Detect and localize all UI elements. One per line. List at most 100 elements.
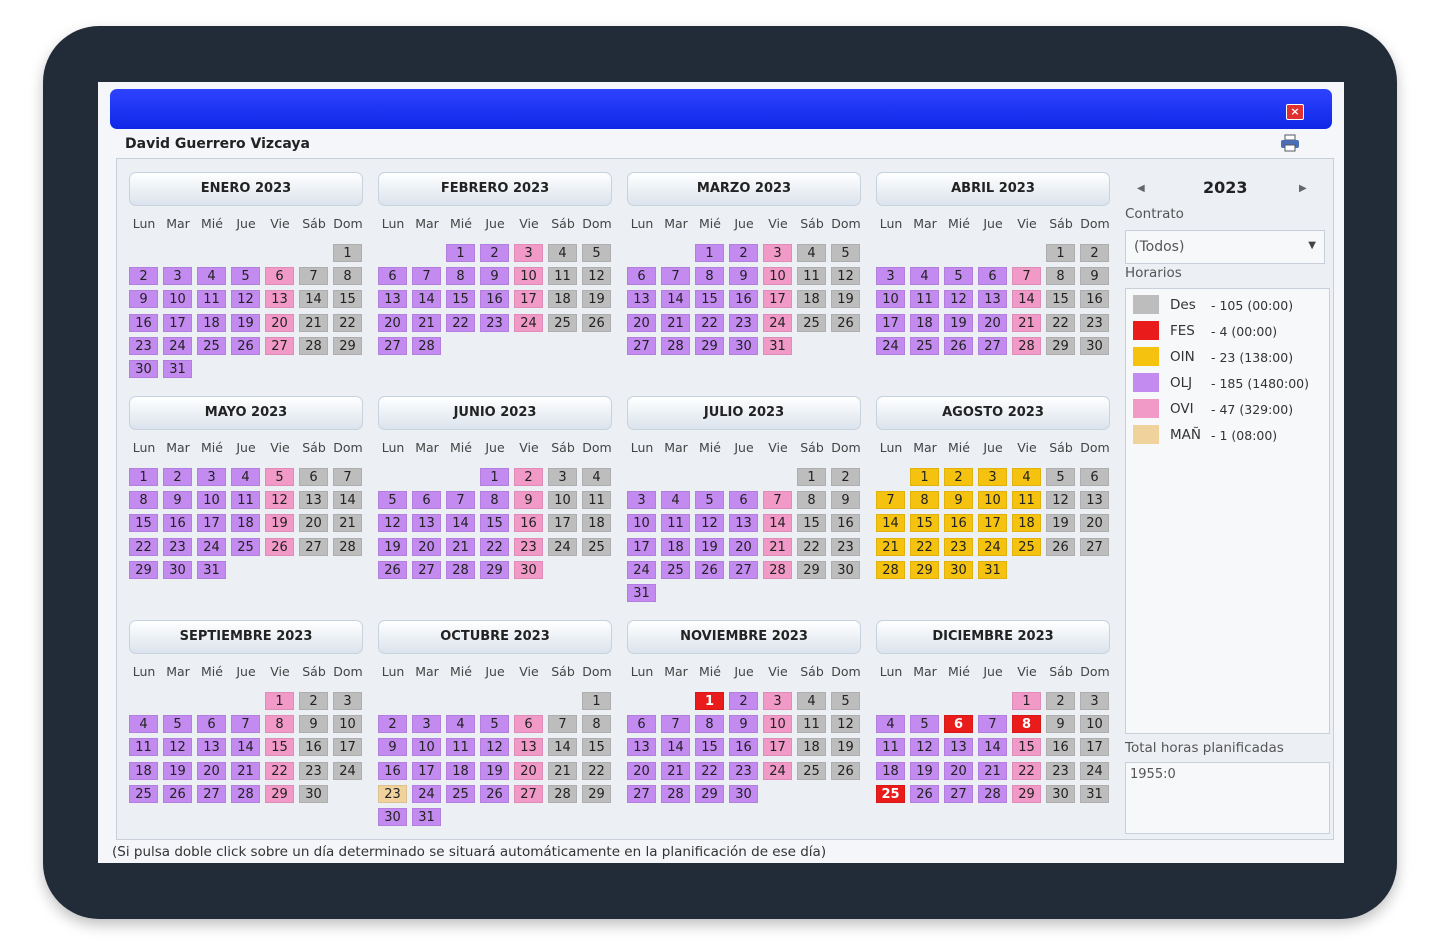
day-cell[interactable]: 16 (1080, 290, 1109, 309)
day-cell[interactable]: 16 (378, 761, 407, 780)
day-cell[interactable]: 26 (831, 761, 860, 780)
day-cell[interactable]: 30 (1046, 784, 1075, 803)
day-cell[interactable]: 4 (129, 715, 158, 734)
day-cell[interactable]: 23 (1080, 313, 1109, 332)
day-cell[interactable]: 8 (265, 715, 294, 734)
day-cell[interactable]: 5 (910, 715, 939, 734)
day-cell[interactable]: 4 (197, 267, 226, 286)
day-cell[interactable]: 23 (299, 761, 328, 780)
day-cell[interactable]: 15 (333, 290, 362, 309)
day-cell[interactable]: 25 (231, 537, 260, 556)
day-cell[interactable]: 4 (797, 692, 826, 710)
day-cell[interactable]: 28 (661, 784, 690, 803)
day-cell[interactable]: 9 (163, 491, 192, 510)
day-cell[interactable]: 2 (514, 468, 543, 486)
day-cell[interactable]: 27 (944, 784, 973, 803)
day-cell[interactable]: 29 (1046, 336, 1075, 355)
day-cell[interactable]: 10 (412, 738, 441, 757)
day-cell[interactable]: 28 (876, 560, 905, 579)
day-cell[interactable]: 22 (480, 537, 509, 556)
day-cell[interactable]: 5 (1046, 468, 1075, 486)
day-cell[interactable]: 13 (978, 290, 1007, 309)
day-cell[interactable]: 28 (333, 537, 362, 556)
day-cell[interactable]: 6 (627, 267, 656, 286)
day-cell[interactable]: 13 (265, 290, 294, 309)
day-cell[interactable]: 25 (582, 537, 611, 556)
day-cell[interactable]: 22 (129, 537, 158, 556)
day-cell[interactable]: 24 (627, 560, 656, 579)
day-cell[interactable]: 9 (514, 491, 543, 510)
day-cell[interactable]: 20 (1080, 514, 1109, 533)
day-cell[interactable]: 11 (661, 514, 690, 533)
day-cell[interactable]: 26 (480, 784, 509, 803)
day-cell[interactable]: 26 (231, 336, 260, 355)
day-cell[interactable]: 9 (1080, 267, 1109, 286)
day-cell[interactable]: 18 (548, 290, 577, 309)
day-cell[interactable]: 22 (695, 761, 724, 780)
day-cell[interactable]: 31 (197, 560, 226, 579)
day-cell[interactable]: 27 (378, 336, 407, 355)
day-cell[interactable]: 26 (695, 560, 724, 579)
day-cell[interactable]: 31 (763, 336, 792, 355)
day-cell[interactable]: 17 (412, 761, 441, 780)
day-cell[interactable]: 24 (978, 537, 1007, 556)
day-cell[interactable]: 29 (480, 560, 509, 579)
day-cell[interactable]: 12 (163, 738, 192, 757)
day-cell[interactable]: 9 (729, 267, 758, 286)
day-cell[interactable]: 24 (763, 761, 792, 780)
day-cell[interactable]: 22 (265, 761, 294, 780)
day-cell[interactable]: 10 (627, 514, 656, 533)
day-cell[interactable]: 18 (446, 761, 475, 780)
day-cell[interactable]: 27 (299, 537, 328, 556)
day-cell[interactable]: 8 (333, 267, 362, 286)
day-cell[interactable]: 21 (1012, 313, 1041, 332)
day-cell[interactable]: 13 (944, 738, 973, 757)
day-cell[interactable]: 21 (412, 313, 441, 332)
day-cell[interactable]: 15 (265, 738, 294, 757)
day-cell[interactable]: 2 (129, 267, 158, 286)
day-cell[interactable]: 6 (265, 267, 294, 286)
day-cell[interactable]: 8 (797, 491, 826, 510)
day-cell[interactable]: 24 (763, 313, 792, 332)
day-cell[interactable]: 1 (129, 468, 158, 486)
day-cell[interactable]: 14 (661, 290, 690, 309)
day-cell[interactable]: 16 (163, 514, 192, 533)
day-cell[interactable]: 13 (1080, 491, 1109, 510)
day-cell[interactable]: 1 (1046, 244, 1075, 262)
day-cell[interactable]: 6 (978, 267, 1007, 286)
day-cell[interactable]: 15 (582, 738, 611, 757)
day-cell[interactable]: 30 (378, 808, 407, 826)
day-cell[interactable]: 4 (797, 244, 826, 262)
day-cell[interactable]: 26 (265, 537, 294, 556)
day-cell[interactable]: 6 (514, 715, 543, 734)
day-cell[interactable]: 14 (333, 491, 362, 510)
day-cell[interactable]: 23 (514, 537, 543, 556)
day-cell[interactable]: 14 (548, 738, 577, 757)
day-cell[interactable]: 21 (876, 537, 905, 556)
day-cell[interactable]: 20 (412, 537, 441, 556)
day-cell[interactable]: 10 (163, 290, 192, 309)
day-cell[interactable]: 5 (582, 244, 611, 262)
day-cell[interactable]: 11 (129, 738, 158, 757)
day-cell[interactable]: 23 (163, 537, 192, 556)
day-cell[interactable]: 12 (944, 290, 973, 309)
day-cell[interactable]: 2 (831, 468, 860, 486)
day-cell[interactable]: 10 (1080, 715, 1109, 734)
day-cell[interactable]: 15 (797, 514, 826, 533)
day-cell[interactable]: 27 (978, 336, 1007, 355)
day-cell[interactable]: 25 (797, 761, 826, 780)
day-cell[interactable]: 7 (548, 715, 577, 734)
day-cell[interactable]: 14 (876, 514, 905, 533)
day-cell[interactable]: 9 (729, 715, 758, 734)
day-cell[interactable]: 2 (1080, 244, 1109, 262)
day-cell[interactable]: 31 (163, 360, 192, 378)
day-cell[interactable]: 12 (1046, 491, 1075, 510)
day-cell[interactable]: 11 (797, 267, 826, 286)
day-cell[interactable]: 3 (197, 468, 226, 486)
day-cell[interactable]: 12 (378, 514, 407, 533)
day-cell[interactable]: 26 (1046, 537, 1075, 556)
day-cell[interactable]: 25 (446, 784, 475, 803)
day-cell[interactable]: 6 (627, 715, 656, 734)
day-cell[interactable]: 18 (910, 313, 939, 332)
day-cell[interactable]: 4 (446, 715, 475, 734)
